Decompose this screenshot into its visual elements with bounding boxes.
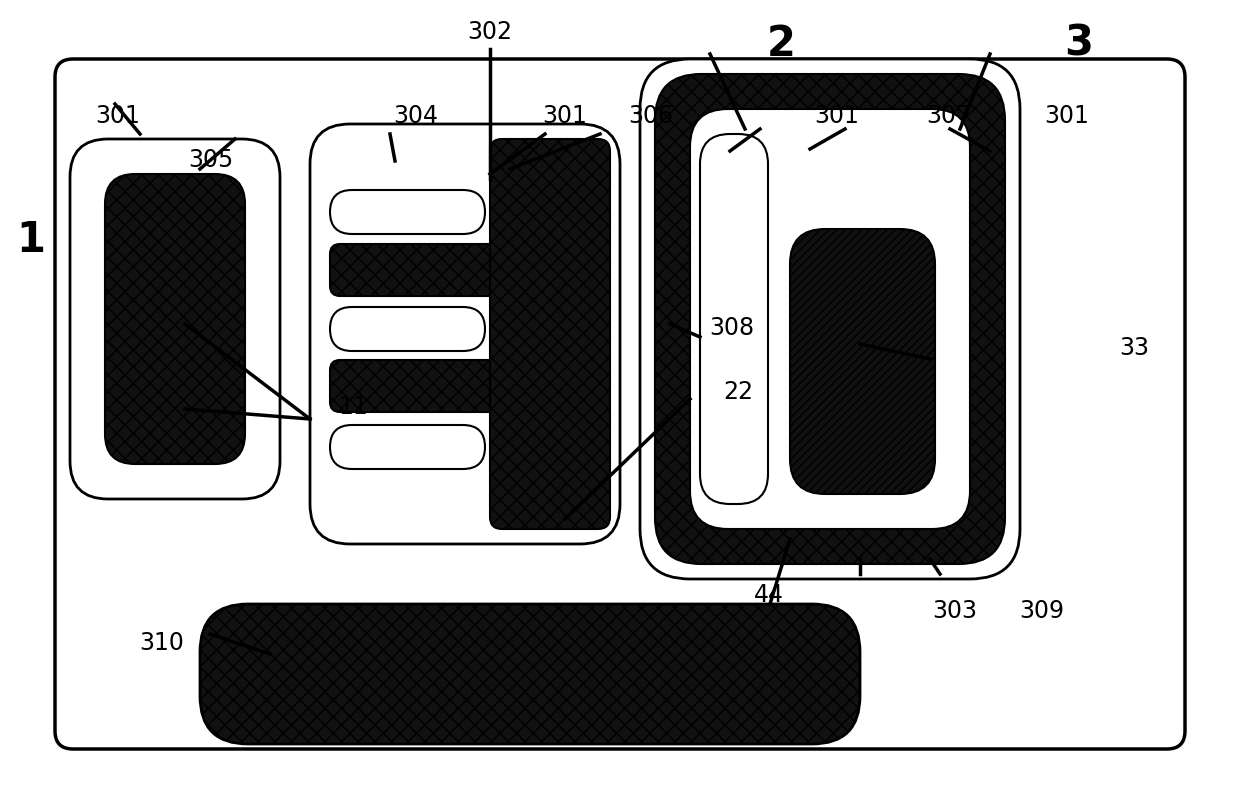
Text: 304: 304 <box>393 104 438 128</box>
FancyBboxPatch shape <box>330 244 500 296</box>
Text: 301: 301 <box>542 104 587 128</box>
Text: 3: 3 <box>1064 23 1094 65</box>
FancyBboxPatch shape <box>330 190 485 234</box>
FancyBboxPatch shape <box>655 74 1004 564</box>
FancyBboxPatch shape <box>200 604 861 744</box>
FancyBboxPatch shape <box>790 229 935 494</box>
Text: 44: 44 <box>754 583 784 607</box>
Text: 305: 305 <box>188 148 233 172</box>
FancyBboxPatch shape <box>689 109 970 529</box>
Text: 1: 1 <box>16 219 46 260</box>
Text: 33: 33 <box>1120 336 1149 360</box>
FancyBboxPatch shape <box>330 425 485 469</box>
Text: 301: 301 <box>815 104 859 128</box>
FancyBboxPatch shape <box>330 360 500 412</box>
Text: 2: 2 <box>766 23 796 65</box>
Text: 22: 22 <box>723 380 753 403</box>
Text: 308: 308 <box>709 316 754 340</box>
FancyBboxPatch shape <box>640 59 1021 579</box>
Text: 301: 301 <box>95 104 140 128</box>
FancyBboxPatch shape <box>69 139 280 499</box>
Text: 302: 302 <box>467 20 512 44</box>
FancyBboxPatch shape <box>310 124 620 544</box>
FancyBboxPatch shape <box>701 134 768 504</box>
Text: 301: 301 <box>1044 104 1089 128</box>
Text: 306: 306 <box>629 104 673 128</box>
Text: 307: 307 <box>926 104 971 128</box>
FancyBboxPatch shape <box>490 139 610 529</box>
Text: 310: 310 <box>139 631 184 655</box>
Text: 11: 11 <box>339 396 368 419</box>
FancyBboxPatch shape <box>55 59 1185 749</box>
FancyBboxPatch shape <box>330 307 485 351</box>
FancyBboxPatch shape <box>105 174 246 464</box>
Text: 309: 309 <box>1019 599 1064 623</box>
Text: 303: 303 <box>932 599 977 623</box>
